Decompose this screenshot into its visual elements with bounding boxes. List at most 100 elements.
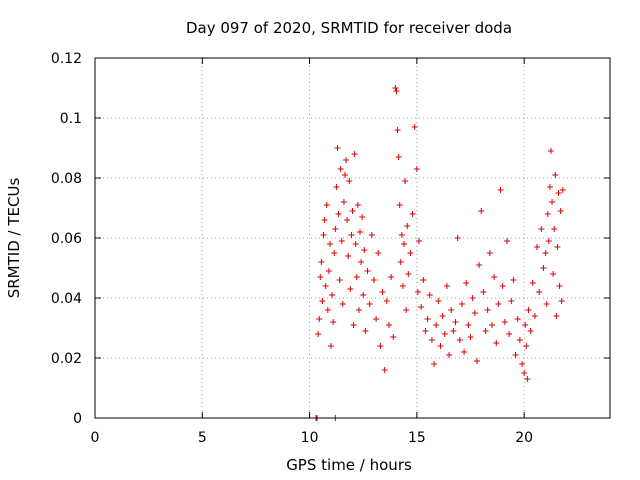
data-point [525,307,532,313]
data-point [340,199,347,205]
data-point [422,328,429,334]
data-point [424,316,431,322]
data-point [446,352,453,358]
data-point [381,367,388,373]
data-point [398,232,405,238]
y-tick-label: 0.02 [51,351,82,367]
data-point [337,166,344,172]
data-point [531,313,538,319]
data-point [557,208,564,214]
data-point [547,148,554,154]
data-point [542,250,549,256]
data-point [349,208,356,214]
data-point [523,343,530,349]
data-point [536,289,543,295]
data-point [504,238,510,244]
data-point [409,211,416,217]
data-point [354,202,361,208]
points-layer [313,85,566,421]
data-point [320,232,327,238]
data-point [355,307,362,313]
data-point [328,343,335,349]
data-point [435,298,442,304]
data-point [359,214,366,220]
data-point [393,88,400,94]
data-point [351,151,358,157]
data-point [379,289,386,295]
data-point [333,184,340,190]
data-point [448,307,455,313]
data-point [484,307,491,313]
data-point [431,361,438,367]
data-point [549,199,556,205]
data-point [318,259,325,265]
data-point [452,319,459,325]
data-point [553,313,560,319]
data-point [343,157,350,163]
data-point [522,322,529,328]
data-point [550,271,557,277]
data-point [556,283,563,289]
data-point [554,244,561,250]
grid-layer [95,58,610,418]
data-point [347,286,354,292]
data-point [439,313,446,319]
data-point [512,352,519,358]
ticks-layer: 0 5 10 15 20 0 0.02 0.04 0.06 0.08 0.1 0.12 [51,51,610,446]
data-point [338,238,345,244]
data-point [450,328,457,334]
data-point [411,124,418,130]
data-point [471,310,478,316]
data-point [508,298,515,304]
data-point [473,358,480,364]
data-point [482,328,489,334]
data-point [488,322,495,328]
data-point [329,292,336,298]
data-point [551,226,558,232]
data-point [385,322,392,328]
data-point [454,235,461,241]
data-point [352,241,359,247]
data-point [377,343,384,349]
data-point [545,238,552,244]
data-point [394,127,401,133]
data-point [321,217,328,223]
data-point [414,289,421,295]
data-point [319,298,326,304]
data-point [559,187,566,193]
data-point [407,250,414,256]
data-point [456,337,463,343]
data-point [443,283,450,289]
data-point [317,274,324,280]
data-point [360,292,367,298]
data-point [404,223,411,229]
x-tick-label: 10 [301,430,319,446]
data-point [437,343,444,349]
data-point [418,304,425,310]
data-point [552,172,559,178]
data-point [480,289,487,295]
data-point [510,277,517,283]
y-tick-label: 0.08 [51,171,82,187]
data-point [346,178,353,184]
y-axis-title: SRMTID / TECUs [5,178,23,299]
data-point [519,361,526,367]
data-point [322,283,329,289]
data-point [402,178,409,184]
data-point [458,301,465,307]
data-point [364,268,371,274]
data-point [527,328,534,334]
chart-title: Day 097 of 2020, SRMTID for receiver dod… [186,19,512,37]
data-point [428,337,435,343]
data-point [426,292,433,298]
data-point [478,208,485,214]
data-point [370,277,377,283]
data-point [521,370,528,376]
data-point [491,274,498,280]
data-point [514,316,521,322]
data-point [546,184,553,190]
data-point [433,322,440,328]
data-point [326,241,333,247]
data-point [441,331,448,337]
